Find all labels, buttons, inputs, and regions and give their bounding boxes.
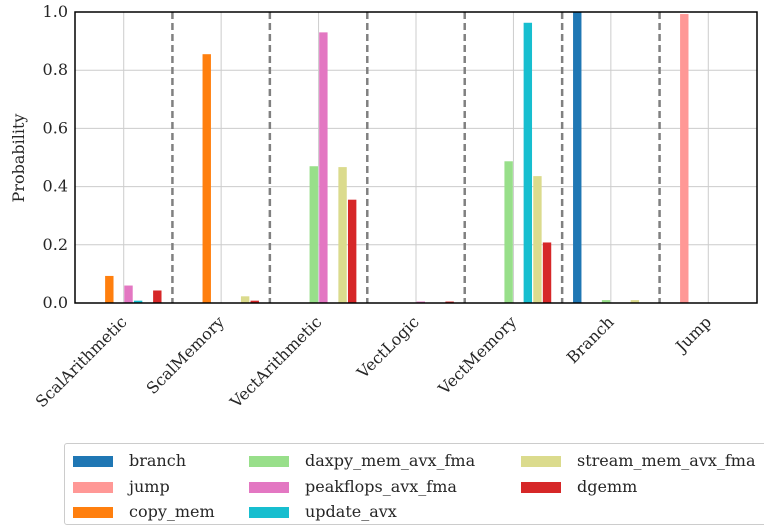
bar-stream_mem_avx_fma-VectArithmetic [338,167,347,303]
y-axis-label: Probability [9,114,28,203]
bar-daxpy_mem_avx_fma-VectMemory [504,161,513,303]
grid-lines [75,11,757,304]
category-separators [171,12,661,303]
plot-area-frame [74,11,758,304]
bar-copy_mem-ScalMemory [202,54,211,303]
y-tick-label: 1.0 [43,2,68,21]
legend-swatch [73,481,113,493]
bar-update_avx-ScalArithmetic [133,300,143,303]
y-tick-label: 0.0 [43,293,68,312]
bar-daxpy_mem_avx_fma-Branch [601,300,611,303]
x-tick-label: ScalArithmetic [32,312,131,411]
bar-dgemm-ScalMemory [250,300,259,303]
legend-label: update_avx [305,502,397,521]
legend-swatch [249,456,289,467]
bar-daxpy_mem_avx_fma-VectArithmetic [309,166,318,303]
bar-peakflops_avx_fma-ScalArithmetic [124,285,133,303]
y-tick-label: 0.4 [43,177,68,196]
legend-label: branch [129,451,186,470]
bar-chart: 0.0 0.2 0.4 0.6 0.8 1.0 ScalArithmetic ScalMem… [9,2,758,412]
bar-stream_mem_avx_fma-Branch [630,300,640,303]
legend-swatch [249,481,289,493]
x-tick-label: VectMemory [434,312,520,398]
y-tick-label: 0.6 [43,118,68,137]
x-tick-label: ScalMemory [142,312,228,398]
x-tick-label: VectLogic [352,312,422,382]
x-tick-label: VectArithmetic [226,312,326,412]
legend-label: stream_mem_avx_fma [577,451,756,470]
bars [105,12,689,304]
x-tick-label: Jump [670,312,715,357]
legend-swatch [521,456,561,467]
bar-dgemm-VectArithmetic [347,199,357,303]
legend-label: dgemm [577,476,638,496]
bar-stream_mem_avx_fma-VectMemory [533,176,542,303]
legend-label: daxpy_mem_avx_fma [305,451,476,470]
bar-jump-Jump [680,14,689,304]
bar-peakflops_avx_fma-VectArithmetic [319,32,328,304]
x-tick-label: Branch [563,312,618,367]
legend-swatch [249,507,289,518]
y-tick-label: 0.2 [43,235,68,254]
bar-copy_mem-ScalArithmetic [105,275,114,303]
bar-branch-Branch [573,12,582,303]
legend-label: peakflops_avx_fma [305,476,457,496]
bar-update_avx-VectMemory [523,22,533,304]
y-tick-label: 0.8 [43,60,68,79]
legend-label: jump [129,476,170,496]
bar-dgemm-VectMemory [542,242,552,303]
bar-stream_mem_avx_fma-ScalMemory [240,296,250,303]
legend-swatch [73,507,113,518]
bar-dgemm-ScalArithmetic [153,290,162,303]
legend-swatch [73,456,113,467]
y-tick-labels: 0.0 0.2 0.4 0.6 0.8 1.0 [43,2,68,312]
legend-label: copy_mem [129,502,215,521]
legend-swatch [521,481,561,493]
